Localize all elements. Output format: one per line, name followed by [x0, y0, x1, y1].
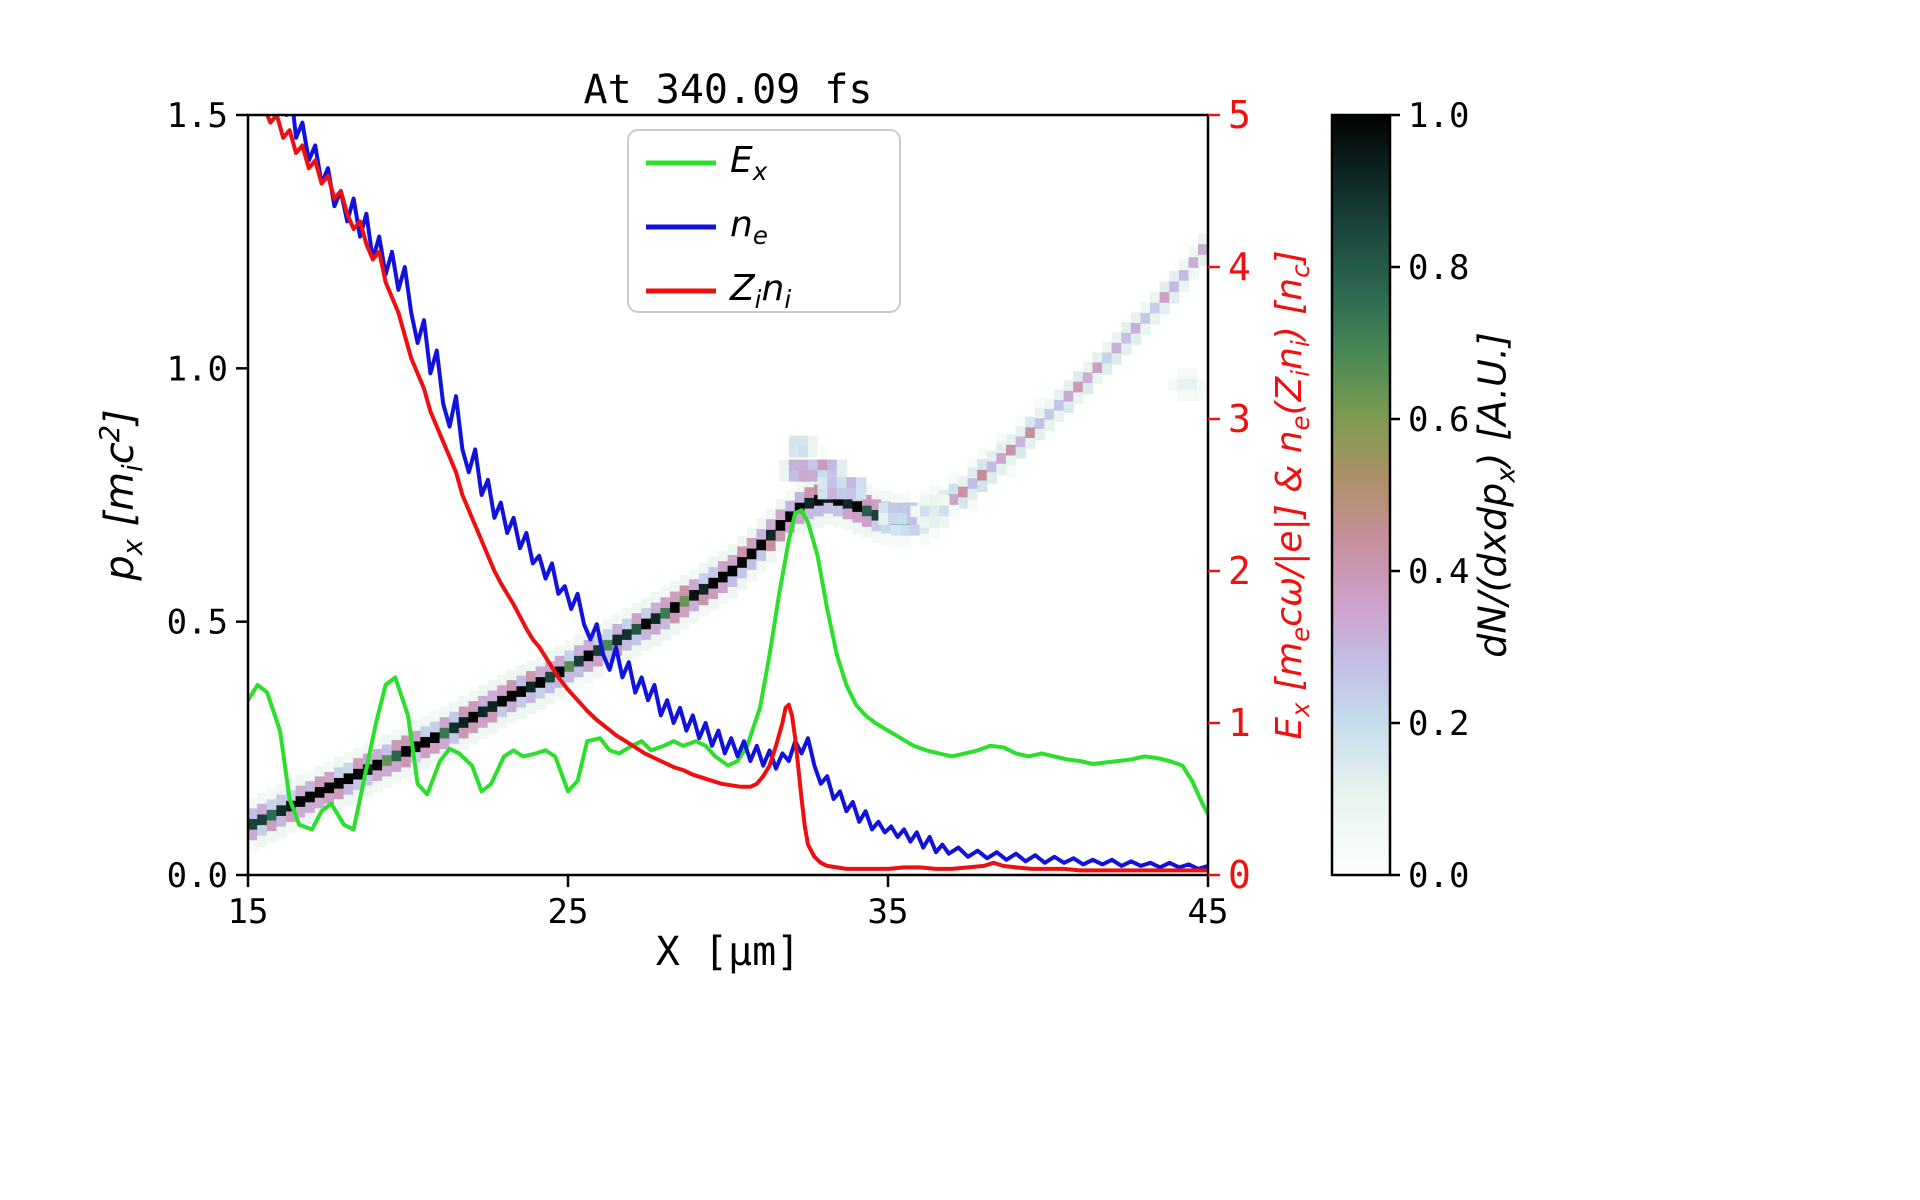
svg-text:25: 25: [548, 892, 589, 932]
svg-text:0.6: 0.6: [1408, 400, 1469, 440]
svg-text:0.0: 0.0: [167, 856, 228, 896]
svg-text:0.8: 0.8: [1408, 248, 1469, 288]
svg-text:1.0: 1.0: [167, 349, 228, 389]
svg-text:35: 35: [868, 892, 909, 932]
svg-text:0.0: 0.0: [1408, 856, 1469, 896]
svg-text:1: 1: [1228, 701, 1251, 745]
legend-label-ne: ne: [730, 203, 768, 251]
plot-title: At 340.09 fs: [583, 67, 873, 113]
legend-label-zini: Zini: [730, 267, 792, 315]
svg-text:5: 5: [1228, 93, 1251, 137]
svg-text:3: 3: [1228, 397, 1251, 441]
x-axis-label: X [μm]: [655, 929, 801, 975]
svg-text:0.2: 0.2: [1408, 704, 1469, 744]
svg-text:1.0: 1.0: [1408, 96, 1469, 136]
y-axis-label-left: px [mic2]: [94, 409, 150, 581]
svg-text:0: 0: [1228, 853, 1251, 897]
legend-label-ex: Ex: [730, 139, 768, 187]
svg-text:2: 2: [1228, 549, 1251, 593]
svg-text:0.5: 0.5: [167, 603, 228, 643]
colorbar-label: dN/(dxdpx) [A.U.]: [1470, 332, 1522, 658]
svg-text:4: 4: [1228, 245, 1251, 289]
svg-text:1.5: 1.5: [167, 96, 228, 136]
svg-text:15: 15: [228, 892, 269, 932]
svg-text:45: 45: [1188, 892, 1229, 932]
y-axis-label-right: Ex [mecω/|e|] & ne(Zini) [nc]: [1268, 250, 1316, 740]
svg-text:0.4: 0.4: [1408, 552, 1469, 592]
